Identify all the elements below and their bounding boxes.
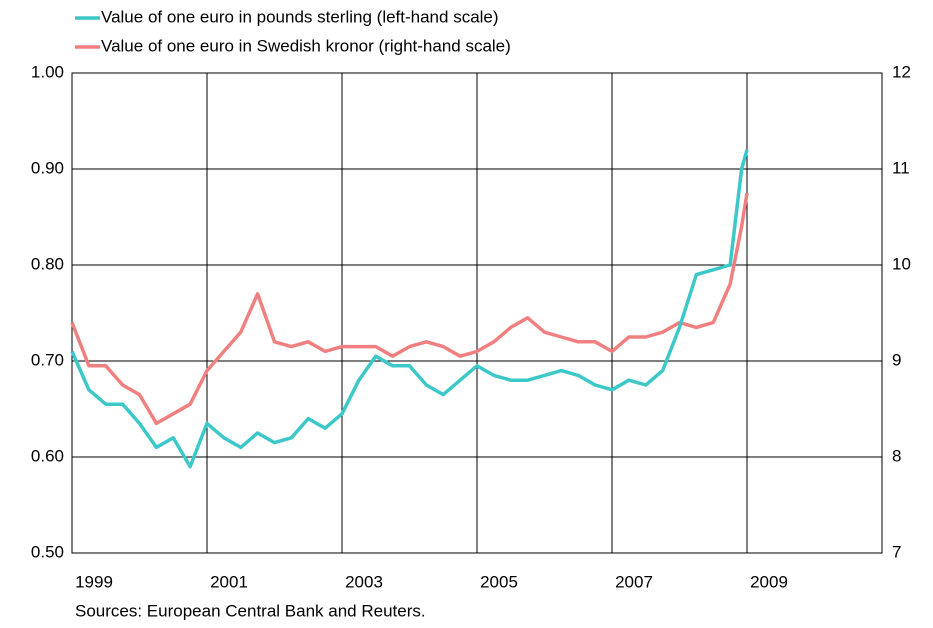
series-line: [70, 149, 749, 469]
y2-tick-label: 11: [892, 158, 910, 177]
x-tick-label: 2007: [615, 572, 653, 591]
x-tick-label: 2003: [345, 572, 383, 591]
y2-tick-label: 9: [892, 350, 901, 369]
y-tick-label: 0.60: [31, 446, 64, 465]
y2-tick-label: 7: [892, 542, 901, 561]
legend-label: Value of one euro in Swedish kronor (rig…: [101, 36, 511, 55]
source-note: Sources: European Central Bank and Reute…: [75, 601, 426, 620]
y-tick-label: 1.00: [31, 62, 64, 81]
x-tick-label: 2005: [480, 572, 518, 591]
y-tick-label: 0.80: [31, 254, 64, 273]
x-tick-label: 2009: [750, 572, 788, 591]
y-tick-label: 0.90: [31, 158, 64, 177]
series-line: [70, 192, 749, 426]
y2-tick-label: 12: [892, 62, 911, 81]
plot-frame: [71, 72, 883, 554]
x-tick-label: 2001: [210, 572, 248, 591]
y-tick-label: 0.50: [31, 542, 64, 561]
y-tick-label: 0.70: [31, 350, 64, 369]
y2-tick-label: 10: [892, 254, 911, 273]
x-tick-label: 1999: [75, 572, 113, 591]
legend-label: Value of one euro in pounds sterling (le…: [101, 7, 499, 26]
y2-tick-label: 8: [892, 446, 901, 465]
